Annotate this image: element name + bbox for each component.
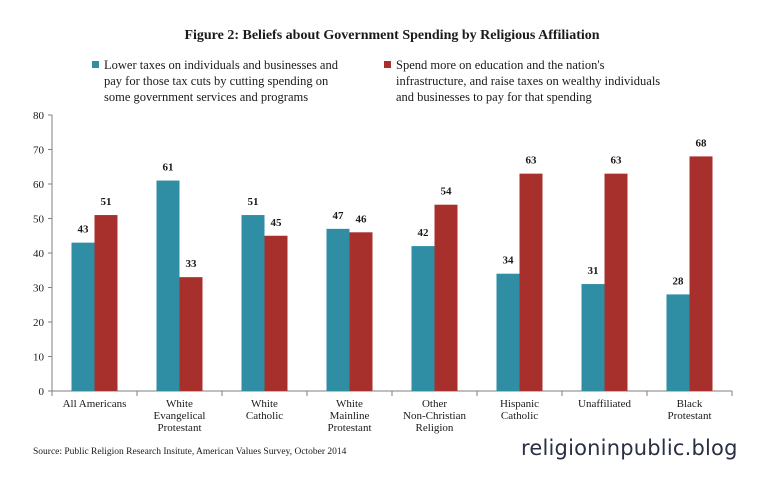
bar xyxy=(179,277,203,391)
bar xyxy=(689,156,713,391)
x-category-label: White xyxy=(166,398,193,410)
chart-title: Figure 2: Beliefs about Government Spend… xyxy=(184,28,600,43)
legend-item-lower-taxes: Lower taxes on individuals and businesse… xyxy=(92,57,338,105)
legend-label-line: infrastructure, and raise taxes on wealt… xyxy=(396,74,661,88)
x-category-label: Protestant xyxy=(158,422,202,434)
bar xyxy=(496,273,520,391)
bar xyxy=(604,173,628,391)
bar xyxy=(349,232,373,391)
y-tick-label: 20 xyxy=(33,317,45,329)
bar xyxy=(156,180,180,391)
data-label: 31 xyxy=(588,265,599,277)
legend-label-line: Lower taxes on individuals and businesse… xyxy=(104,58,338,72)
x-category-label: Catholic xyxy=(246,410,283,422)
x-category-label: Catholic xyxy=(501,410,538,422)
bar xyxy=(519,173,543,391)
y-tick-label: 50 xyxy=(33,214,45,226)
x-category-label: Religion xyxy=(416,422,454,434)
y-tick-label: 40 xyxy=(33,248,45,260)
x-category-label: White xyxy=(251,398,278,410)
data-label: 43 xyxy=(78,224,90,236)
legend-label-line: and businesses to pay for that spending xyxy=(396,90,592,104)
bar xyxy=(264,235,288,391)
data-label: 47 xyxy=(333,210,345,222)
x-category-label: Non-Christian xyxy=(403,410,466,422)
data-label: 61 xyxy=(163,162,174,174)
bar xyxy=(666,294,690,391)
data-label: 63 xyxy=(526,155,538,167)
data-label: 28 xyxy=(673,275,685,287)
y-tick-label: 0 xyxy=(39,386,45,398)
x-category-label: All Americans xyxy=(63,398,127,410)
legend-swatch-spend-more xyxy=(384,61,391,68)
data-label: 51 xyxy=(248,196,259,208)
x-category-label: Other xyxy=(422,398,447,410)
x-category-label: Hispanic xyxy=(500,398,539,410)
bar xyxy=(241,215,265,391)
data-label: 46 xyxy=(356,213,368,225)
y-tick-label: 30 xyxy=(33,283,45,295)
x-category-label: Protestant xyxy=(668,410,712,422)
data-label: 63 xyxy=(611,155,623,167)
bar xyxy=(94,215,118,391)
data-label: 42 xyxy=(418,227,430,239)
y-tick-label: 10 xyxy=(33,352,45,364)
x-category-label: Mainline xyxy=(330,410,370,422)
data-label: 54 xyxy=(441,186,453,198)
bar xyxy=(581,284,605,391)
legend-label-line: Spend more on education and the nation's xyxy=(396,58,605,72)
legend-label-spend-more: Spend more on education and the nation's… xyxy=(396,57,660,105)
data-label: 34 xyxy=(503,255,515,267)
x-category-label: Protestant xyxy=(328,422,372,434)
y-tick-label: 70 xyxy=(33,145,45,157)
x-category-label: Black xyxy=(677,398,703,410)
bar xyxy=(434,204,458,391)
x-category-label: Evangelical xyxy=(154,410,206,422)
source-note: Source: Public Religion Research Insitut… xyxy=(33,447,347,457)
data-label: 68 xyxy=(696,137,708,149)
x-category-label: Unaffiliated xyxy=(578,398,631,410)
y-tick-label: 60 xyxy=(33,179,45,191)
legend-label-lower-taxes: Lower taxes on individuals and businesse… xyxy=(104,57,338,105)
legend-label-line: some government services and programs xyxy=(104,90,309,104)
bar xyxy=(326,228,350,391)
legend-label-line: pay for those tax cuts by cutting spendi… xyxy=(104,74,329,88)
x-category-label: White xyxy=(336,398,363,410)
data-label: 51 xyxy=(101,196,112,208)
bar xyxy=(71,242,95,391)
legend-item-spend-more: Spend more on education and the nation's… xyxy=(384,57,660,105)
data-label: 45 xyxy=(271,217,283,229)
data-label: 33 xyxy=(186,258,198,270)
bar xyxy=(411,246,435,391)
y-tick-label: 80 xyxy=(33,110,45,122)
legend-swatch-lower-taxes xyxy=(92,61,99,68)
site-watermark: religioninpublic.blog xyxy=(521,436,738,460)
